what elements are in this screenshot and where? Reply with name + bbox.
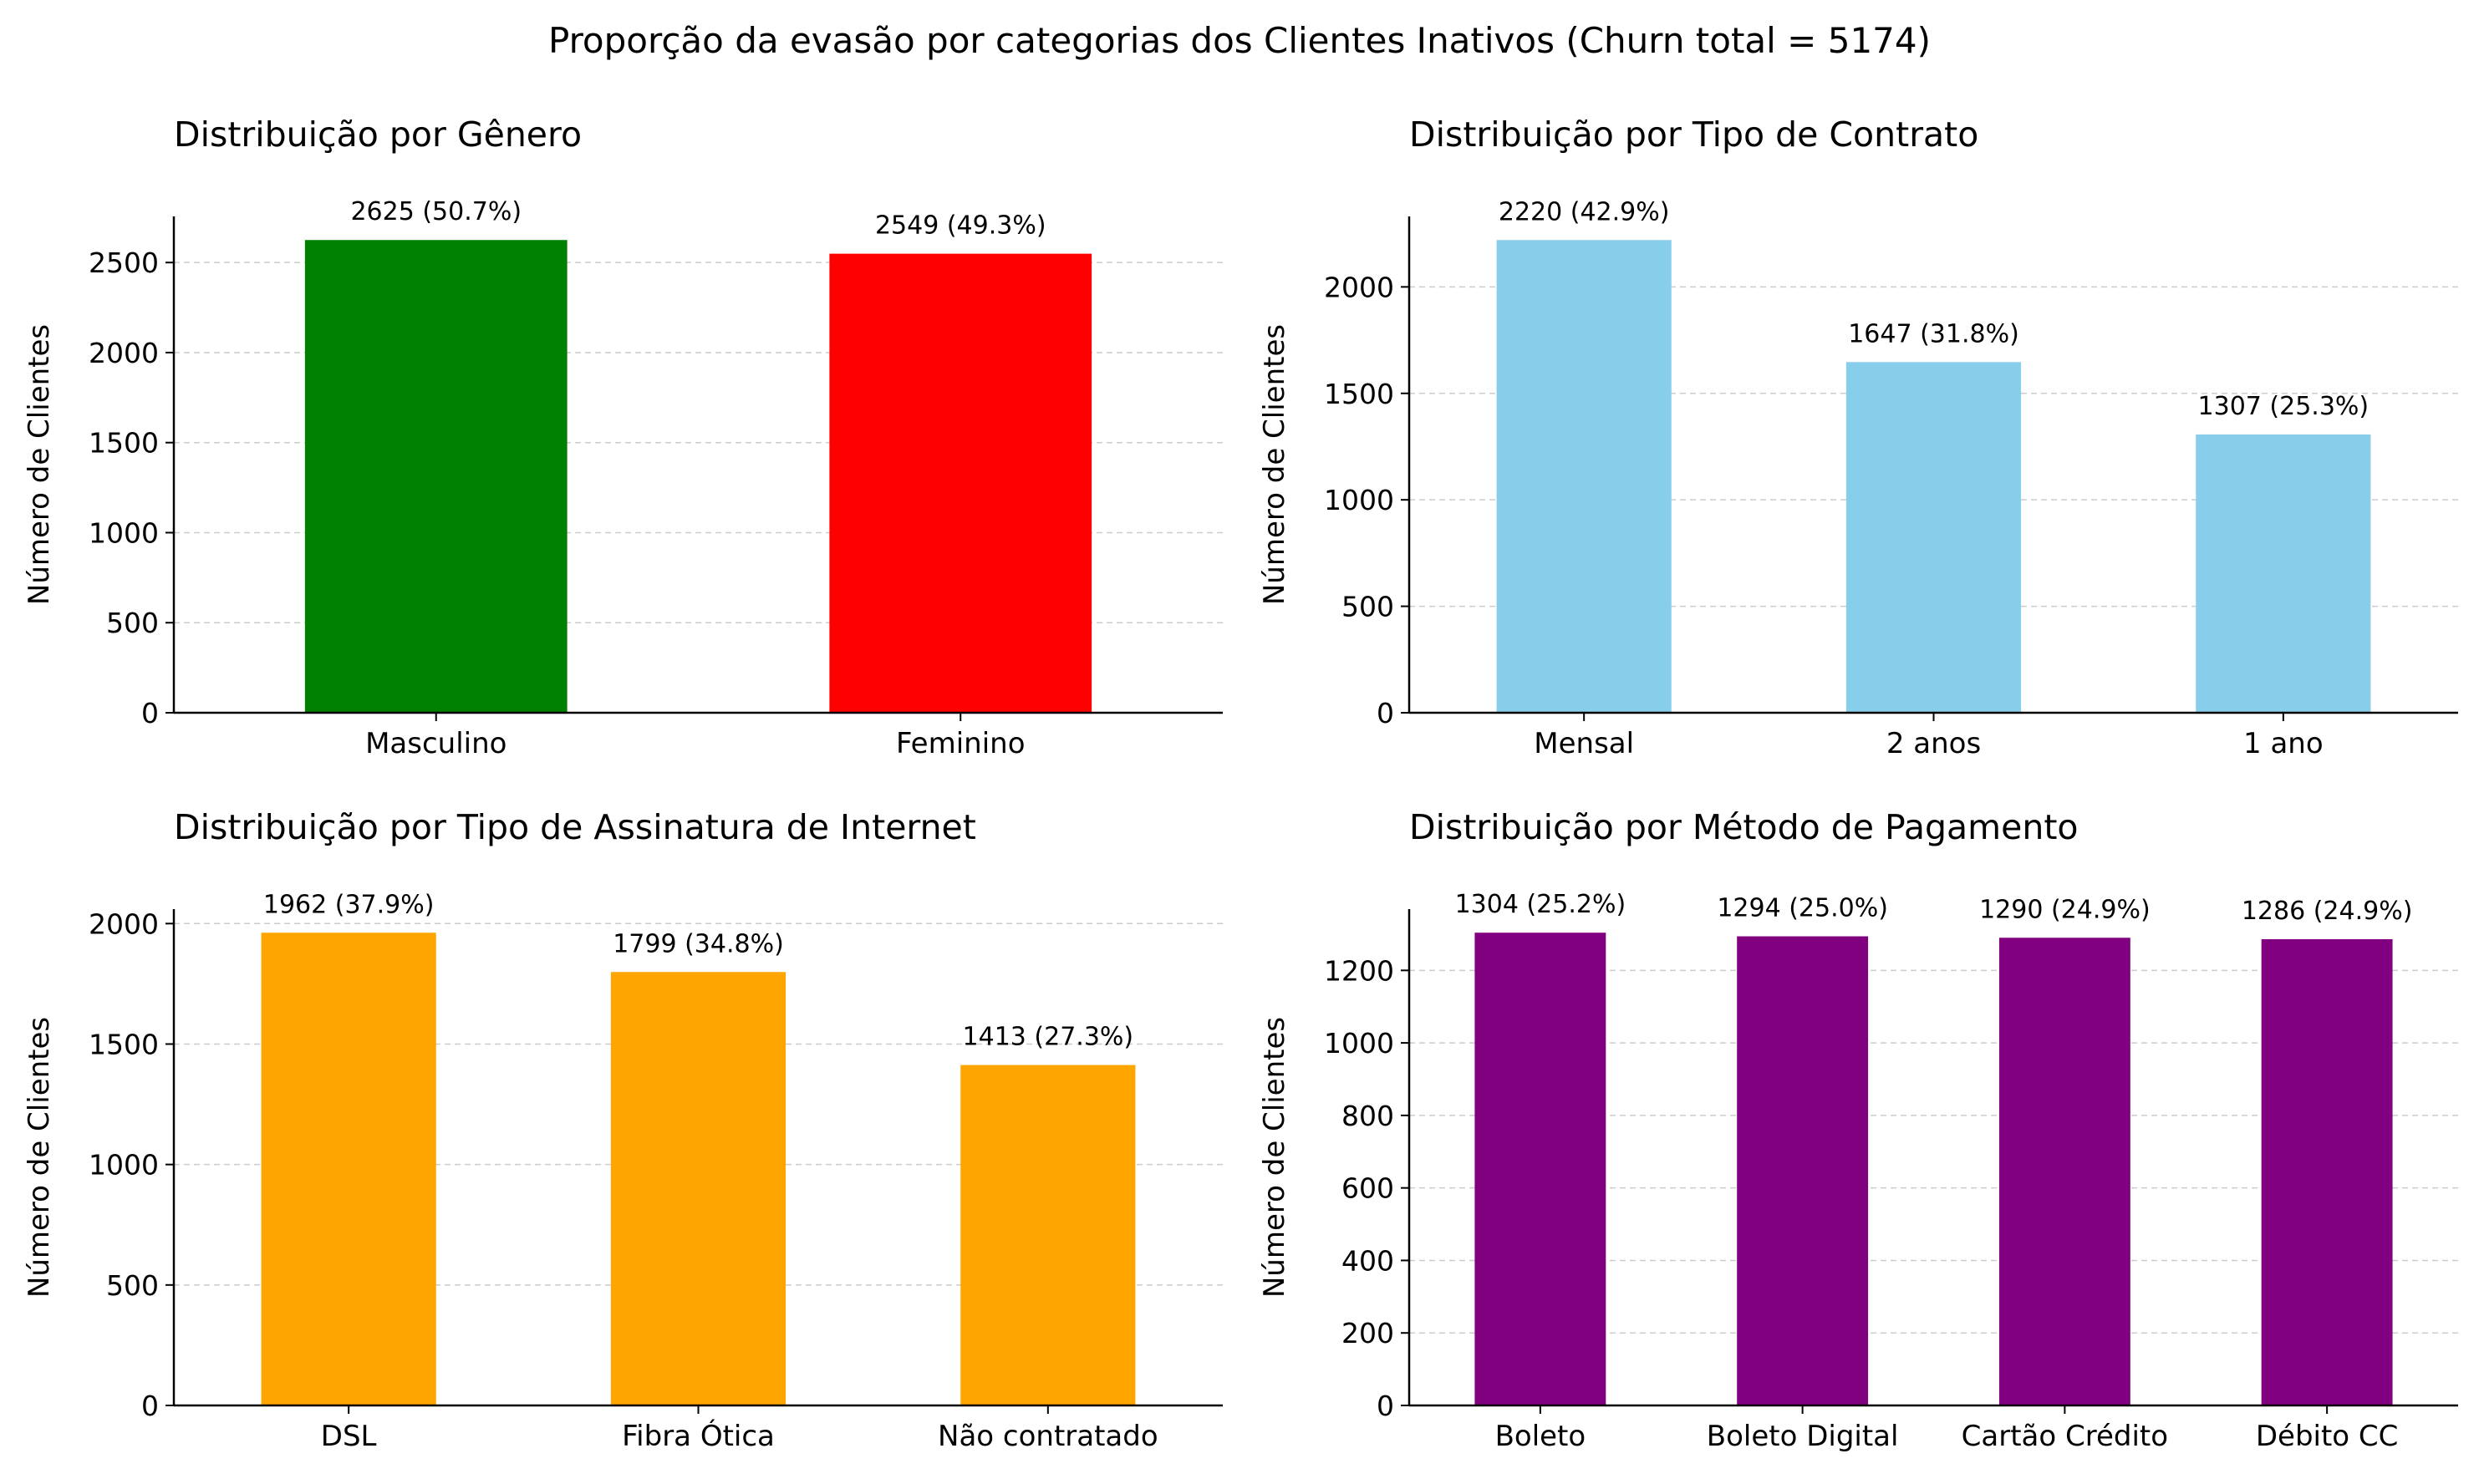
y-tick-label: 2000 bbox=[89, 907, 159, 940]
bar-value-label: 1304 (25.2%) bbox=[1455, 890, 1626, 919]
bar-value-label: 1413 (27.3%) bbox=[963, 1023, 1134, 1052]
x-tick-label: Masculino bbox=[365, 727, 506, 760]
bar-1 bbox=[1474, 933, 1606, 1405]
y-tick-label: 1000 bbox=[1324, 1027, 1394, 1060]
y-tick-label: 1000 bbox=[1324, 484, 1394, 516]
chart-panel-3: Distribuição por Tipo de Assinatura de I… bbox=[23, 807, 1223, 1453]
x-tick-label: Mensal bbox=[1534, 727, 1634, 760]
y-tick-label: 600 bbox=[1341, 1172, 1394, 1205]
x-tick-label: Boleto Digital bbox=[1707, 1420, 1899, 1453]
x-tick-label: Boleto bbox=[1495, 1420, 1586, 1453]
bar-value-label: 1307 (25.3%) bbox=[2198, 392, 2370, 421]
bar-2 bbox=[1845, 362, 2022, 713]
y-tick-label: 2500 bbox=[89, 246, 159, 279]
y-tick-label: 800 bbox=[1341, 1100, 1394, 1132]
bar-value-label: 1294 (25.0%) bbox=[1717, 894, 1888, 923]
y-tick-label: 0 bbox=[141, 1390, 159, 1422]
y-tick-label: 1000 bbox=[89, 1149, 159, 1182]
x-tick-label: Débito CC bbox=[2256, 1420, 2399, 1453]
chart-panel-2: Distribuição por Tipo de Contrato 0 500 100… bbox=[1258, 114, 2458, 760]
bar-value-label: 2625 (50.7%) bbox=[350, 197, 522, 226]
panel-title: Distribuição por Tipo de Contrato bbox=[1409, 114, 1978, 155]
bar-2 bbox=[1737, 936, 1869, 1405]
y-tick-label: 1000 bbox=[89, 516, 159, 549]
y-axis-label: Número de Clientes bbox=[23, 324, 56, 605]
bar-3 bbox=[2196, 434, 2371, 713]
y-tick-label: 0 bbox=[1377, 697, 1394, 729]
bar-value-label: 1290 (24.9%) bbox=[1979, 895, 2151, 924]
x-tick-label: Não contratado bbox=[938, 1420, 1158, 1453]
x-tick-label: 2 anos bbox=[1886, 727, 1981, 760]
panel-title: Distribuição por Gênero bbox=[174, 114, 582, 155]
y-tick-label: 2000 bbox=[1324, 271, 1394, 303]
bar-1 bbox=[304, 240, 568, 714]
y-tick-label: 1200 bbox=[1324, 954, 1394, 987]
chart-panel-1: Distribuição por Gênero 0 500 1000 1500 2000 2… bbox=[23, 114, 1223, 760]
bar-value-label: 1647 (31.8%) bbox=[1848, 319, 2019, 348]
figure-title: Proporção da evasão por categorias dos C… bbox=[548, 20, 1931, 61]
bar-2 bbox=[829, 253, 1092, 714]
y-tick-label: 0 bbox=[141, 697, 159, 729]
x-tick-label: DSL bbox=[321, 1420, 377, 1453]
bar-1 bbox=[261, 933, 436, 1405]
x-tick-label: Fibra Ótica bbox=[622, 1419, 775, 1453]
y-tick-label: 500 bbox=[106, 607, 159, 639]
y-axis-label: Número de Clientes bbox=[1258, 1017, 1291, 1298]
x-tick-label: Cartão Crédito bbox=[1962, 1420, 2168, 1453]
panel-title: Distribuição por Método de Pagamento bbox=[1409, 807, 2078, 847]
bar-3 bbox=[960, 1065, 1136, 1405]
x-tick-label: Feminino bbox=[896, 727, 1026, 760]
bar-value-label: 2220 (42.9%) bbox=[1499, 197, 1670, 226]
bar-3 bbox=[1998, 938, 2130, 1405]
bar-value-label: 1962 (37.9%) bbox=[263, 890, 435, 919]
y-tick-label: 1500 bbox=[1324, 378, 1394, 410]
bar-2 bbox=[610, 972, 786, 1405]
y-tick-label: 500 bbox=[106, 1269, 159, 1302]
y-tick-label: 1500 bbox=[89, 427, 159, 460]
y-tick-label: 1500 bbox=[89, 1028, 159, 1060]
y-tick-label: 0 bbox=[1377, 1390, 1394, 1422]
y-tick-label: 2000 bbox=[89, 337, 159, 369]
bar-4 bbox=[2261, 939, 2393, 1405]
x-tick-label: 1 ano bbox=[2243, 727, 2324, 760]
bar-value-label: 1799 (34.8%) bbox=[613, 929, 784, 958]
panel-title: Distribuição por Tipo de Assinatura de I… bbox=[174, 807, 976, 847]
y-axis-label: Número de Clientes bbox=[1258, 324, 1291, 605]
bar-value-label: 1286 (24.9%) bbox=[2242, 897, 2413, 926]
bar-1 bbox=[1496, 240, 1672, 713]
y-axis-label: Número de Clientes bbox=[23, 1017, 56, 1298]
y-tick-label: 200 bbox=[1341, 1317, 1394, 1349]
bar-value-label: 2549 (49.3%) bbox=[875, 211, 1046, 241]
y-tick-label: 400 bbox=[1341, 1244, 1394, 1277]
y-tick-label: 500 bbox=[1341, 591, 1394, 623]
chart-panel-4: Distribuição por Método de Pagamento 0 200… bbox=[1258, 807, 2458, 1453]
